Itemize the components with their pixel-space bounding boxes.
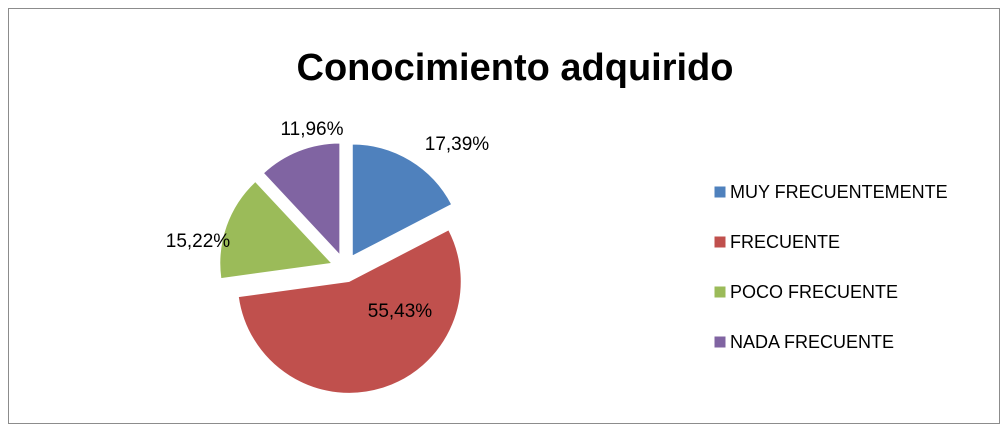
data-label: 11,96% xyxy=(280,119,343,140)
legend-swatch xyxy=(713,285,727,299)
legend-label: FRECUENTE xyxy=(730,232,840,252)
legend-swatch xyxy=(713,235,727,249)
legend-swatch xyxy=(713,185,727,199)
pie-slice xyxy=(262,142,341,257)
pie-slice xyxy=(219,180,333,280)
chart-border xyxy=(8,8,1000,424)
legend-label: POCO FRECUENTE xyxy=(730,282,898,302)
pie-slice xyxy=(351,143,453,257)
legend-label: MUY FRECUENTEMENTE xyxy=(730,182,948,202)
pie-slice xyxy=(237,229,462,394)
data-label: 55,43% xyxy=(368,301,433,322)
legend-swatch xyxy=(713,335,727,349)
chart-title: Conocimiento adquirido xyxy=(297,47,734,89)
data-label: 15,22% xyxy=(166,231,231,252)
legend-label: NADA FRECUENTE xyxy=(730,332,894,352)
data-label: 17,39% xyxy=(425,134,490,155)
